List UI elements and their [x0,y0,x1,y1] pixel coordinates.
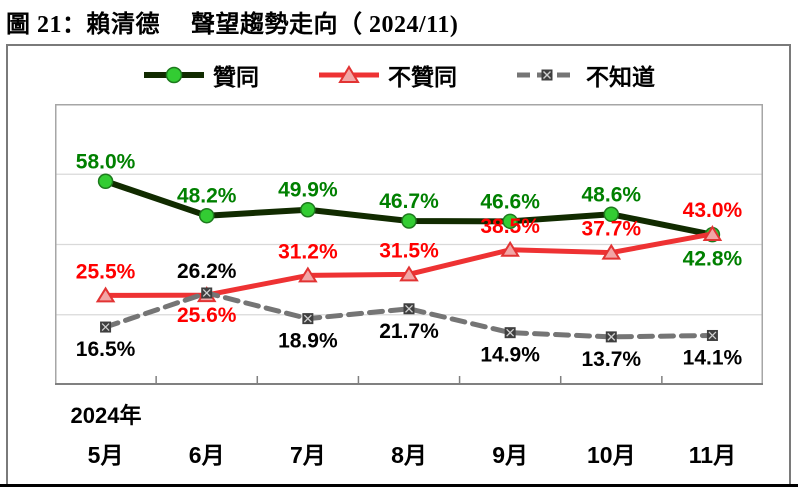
x-axis-year-label: 2024年 [70,403,142,428]
data-label-贊同-9月: 46.6% [480,190,540,213]
series-不知道 [100,287,718,343]
data-label-贊同-8月: 46.7% [379,190,439,213]
plot-area: 58.0% 48.2% 49.9% 46.7% 46.6% 48.6% 42.8% 25.5%… [55,104,763,385]
dontknow-line-marker-icon [517,69,577,81]
data-label-贊同-7月: 49.9% [278,179,338,202]
data-label-不知道-7月: 18.9% [278,330,338,353]
x-axis-label-11月: 11月 [688,442,737,468]
trend-chart-svg: 58.0% 48.2% 49.9% 46.7% 46.6% 48.6% 42.8% 25.5%… [55,104,763,385]
data-label-不知道-11月: 14.1% [683,346,743,369]
x-axis-label-5月: 5月 [87,442,124,468]
data-label-不知道-5月: 16.5% [76,338,136,361]
legend-label-dontknow: 不知道 [586,64,655,90]
data-label-不知道-6月: 26.2% [177,260,237,283]
data-label-不贊同-8月: 31.5% [379,239,439,262]
data-label-不贊同-7月: 31.2% [278,240,338,263]
data-label-不知道-9月: 14.9% [480,344,540,367]
data-label-不贊同-5月: 25.5% [76,260,136,283]
bottom-divider-rule [0,484,798,487]
legend-label-approve: 贊同 [213,64,259,90]
series-贊同 [97,173,721,243]
data-label-不知道-10月: 13.7% [582,348,642,371]
approve-line-marker-icon [144,66,204,84]
legend-item-disapprove: 不贊同 [317,58,457,92]
legend-item-approve: 贊同 [142,58,259,92]
data-label-不贊同-10月: 37.7% [582,218,642,241]
data-label-贊同-5月: 58.0% [76,150,136,173]
data-label-不贊同-9月: 38.5% [480,215,540,238]
data-label-不贊同-11月: 43.0% [683,199,743,222]
legend-label-disapprove: 不贊同 [388,64,457,90]
x-axis-label-8月: 8月 [391,442,427,468]
legend-item-dontknow: 不知道 [515,58,655,92]
data-label-贊同-11月: 42.8% [683,248,743,271]
data-label-不知道-8月: 21.7% [379,320,439,343]
page-title: 圖 21：賴清德 聲望趨勢走向（ 2024/11) [6,12,459,38]
x-axis-label-10月: 10月 [586,442,636,468]
x-axis-label-9月: 9月 [492,442,529,468]
data-label-不贊同-6月: 25.6% [177,304,237,327]
data-label-贊同-6月: 48.2% [177,185,237,208]
data-label-贊同-10月: 48.6% [582,183,642,206]
disapprove-line-marker-icon [319,65,379,83]
legend: 贊同 不贊同 不知道 [8,58,789,92]
x-axis-label-6月: 6月 [188,442,225,468]
x-axis-label-7月: 7月 [289,442,326,468]
chart-frame: 贊同 不贊同 不知道 58.0% 48.2% 49.9% 46.7% 46.6% 48.6… [6,44,791,486]
